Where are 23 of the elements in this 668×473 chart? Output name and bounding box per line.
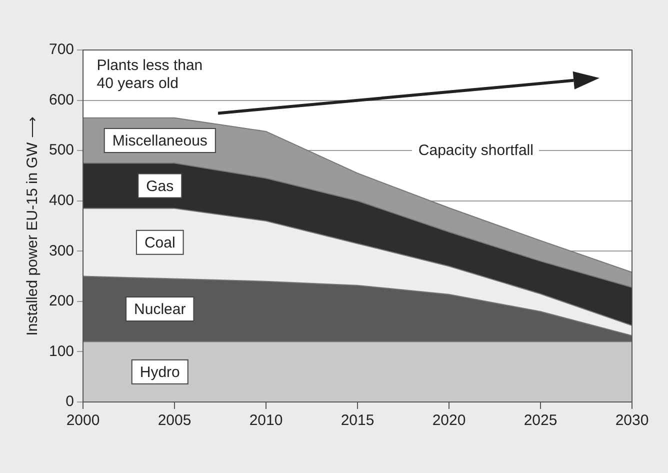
y-tick-label: 600 [48, 91, 74, 108]
x-tick-label: 2010 [249, 412, 283, 430]
series-label: Miscellaneous [112, 132, 208, 150]
x-tick-label: 2020 [432, 412, 466, 430]
y-axis-title: Installed power EU-15 in GW ⟶ [24, 116, 42, 336]
series-label: Nuclear [134, 301, 186, 318]
y-tick-label: 300 [48, 242, 74, 260]
y-tick-label: 700 [48, 41, 74, 58]
x-tick-label: 2000 [66, 412, 100, 430]
y-tick-label: 0 [66, 393, 74, 410]
y-tick-label: 100 [48, 342, 74, 360]
series-label: Gas [146, 178, 174, 195]
x-tick-label: 2015 [340, 412, 374, 430]
x-tick-label: 2030 [615, 412, 649, 430]
y-tick-label: 500 [48, 142, 74, 159]
y-tick-label: 200 [48, 292, 74, 310]
x-tick-label: 2005 [158, 412, 192, 430]
annotation: Capacity shortfall [412, 142, 540, 160]
series-label: Coal [144, 234, 176, 252]
annotation: Plants less than 40 years old [96, 57, 204, 94]
series-label: Hydro [140, 364, 180, 381]
x-tick-label: 2025 [524, 412, 558, 430]
y-tick-label: 400 [48, 192, 74, 209]
